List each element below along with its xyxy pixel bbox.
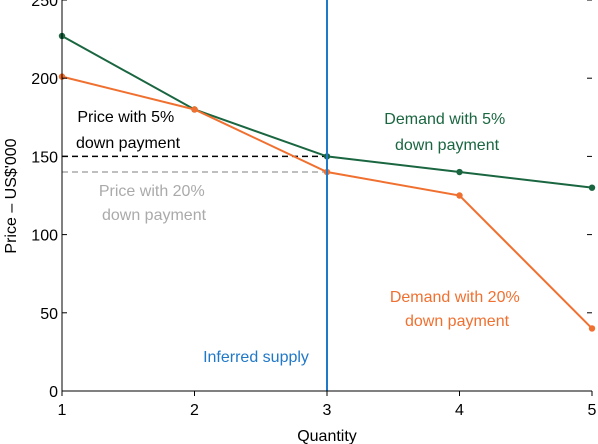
- x-tick-label: 1: [58, 402, 67, 419]
- x-tick-label: 2: [190, 402, 199, 419]
- axes: [61, 0, 593, 396]
- y-tick-label: 0: [49, 384, 58, 401]
- annotation-demand-5: Demand with 5% down payment: [384, 111, 509, 154]
- x-axis-title: Quantity: [297, 428, 357, 444]
- data-point: [456, 168, 463, 176]
- annotation-price-5: Price with 5% down payment: [76, 109, 181, 152]
- y-tick-label: 250: [31, 0, 58, 10]
- x-tick-label: 4: [455, 402, 464, 419]
- annotation-price-20: Price with 20% down payment: [99, 183, 209, 224]
- data-point: [191, 106, 198, 113]
- y-tick-label: 50: [40, 306, 58, 323]
- x-tick-label: 5: [588, 402, 597, 419]
- annotation-demand-20: Demand with 20% down payment: [390, 289, 524, 330]
- x-tick-label: 3: [323, 402, 332, 419]
- y-tick-label: 150: [31, 149, 58, 166]
- annotation-supply: Inferred supply: [203, 349, 309, 366]
- data-point: [588, 325, 596, 332]
- data-point: [588, 184, 596, 191]
- y-tick-label: 100: [31, 228, 58, 245]
- data-point: [456, 192, 463, 199]
- y-axis-title: Price – US$'000: [3, 138, 20, 253]
- y-tick-label: 200: [31, 71, 58, 88]
- price-lines: [62, 155, 327, 173]
